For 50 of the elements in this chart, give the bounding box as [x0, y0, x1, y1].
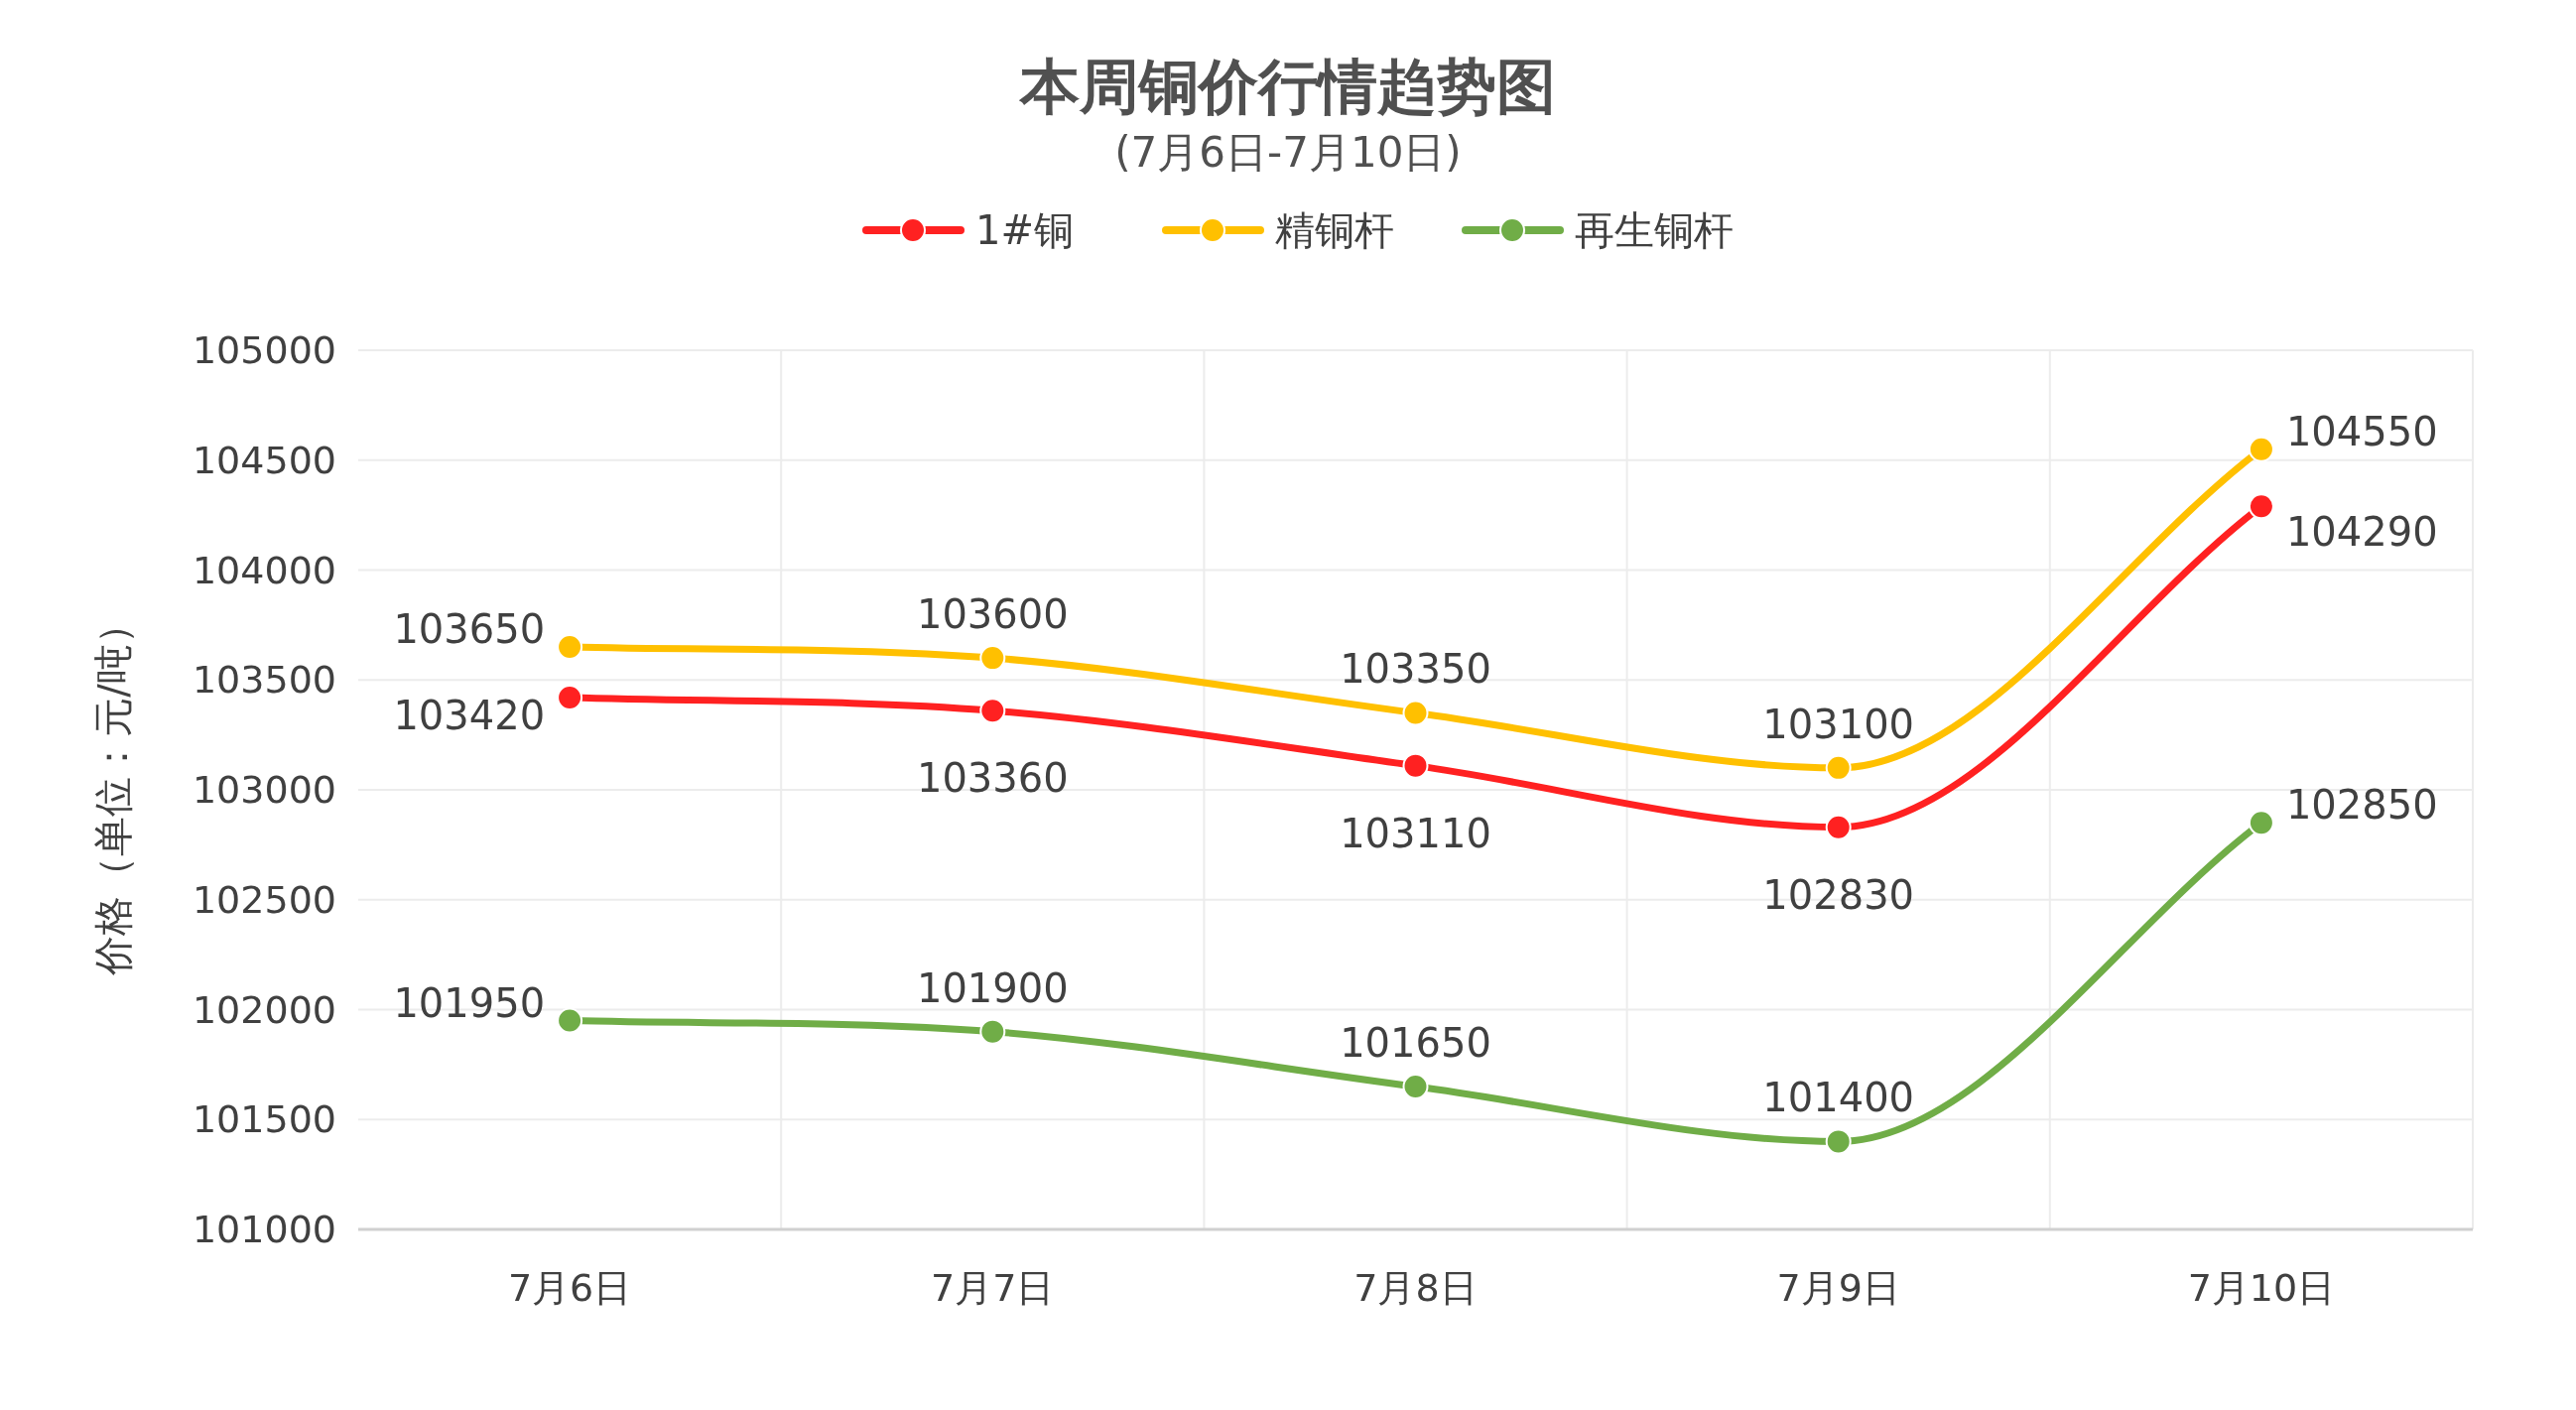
data-label: 104290 — [2285, 509, 2438, 556]
point — [1825, 814, 1852, 840]
y-tick-label: 104500 — [192, 438, 336, 482]
y-tick-label: 103000 — [192, 768, 336, 812]
y-axis-title: 价格（单位：元/吨） — [90, 604, 136, 976]
point — [979, 645, 1006, 672]
point — [979, 1018, 1006, 1045]
point — [557, 634, 583, 661]
x-tick-label: 7月8日 — [1353, 1266, 1478, 1310]
legend-label: 1#铜 — [975, 207, 1074, 253]
x-tick-label: 7月9日 — [1776, 1266, 1900, 1310]
point — [2248, 436, 2274, 462]
legend-label: 再生铜杆 — [1575, 207, 1734, 253]
x-tick-label: 7月7日 — [931, 1266, 1055, 1310]
data-label: 102830 — [1762, 871, 1915, 918]
y-tick-label: 105000 — [192, 328, 336, 372]
x-tick-label: 7月6日 — [507, 1266, 632, 1310]
point — [979, 698, 1006, 724]
data-label: 101400 — [1762, 1075, 1915, 1121]
chart-subtitle: (7月6日-7月10日) — [1114, 128, 1462, 177]
y-tick-label: 103500 — [192, 658, 336, 703]
point — [557, 1007, 583, 1034]
point — [2248, 810, 2274, 836]
point — [1402, 700, 1429, 726]
legend-label: 精铜杆 — [1275, 207, 1394, 253]
data-label: 103360 — [916, 755, 1069, 802]
y-tick-label: 101000 — [192, 1208, 336, 1251]
data-label: 103100 — [1762, 701, 1915, 747]
data-label: 103650 — [393, 606, 546, 653]
point — [1402, 1074, 1429, 1100]
data-label: 104550 — [2285, 408, 2438, 454]
point — [1825, 754, 1852, 781]
data-label: 103110 — [1340, 810, 1491, 856]
data-label: 103420 — [393, 692, 546, 738]
data-label: 101650 — [1340, 1020, 1491, 1067]
data-label: 101950 — [393, 979, 546, 1026]
point — [557, 684, 583, 710]
y-tick-label: 102000 — [192, 987, 336, 1032]
chart-title: 本周铜价行情趋势图 — [1018, 52, 1556, 121]
data-label: 103600 — [916, 591, 1069, 638]
point — [1402, 752, 1429, 779]
point — [2248, 493, 2274, 520]
y-tick-label: 102500 — [192, 877, 336, 922]
data-label: 103350 — [1340, 646, 1491, 693]
data-label: 102850 — [2285, 782, 2438, 829]
x-tick-label: 7月10日 — [2187, 1266, 2336, 1310]
data-label: 101900 — [916, 964, 1069, 1011]
y-tick-label: 101500 — [192, 1097, 336, 1142]
y-tick-label: 104000 — [192, 548, 336, 592]
point — [1825, 1128, 1852, 1155]
